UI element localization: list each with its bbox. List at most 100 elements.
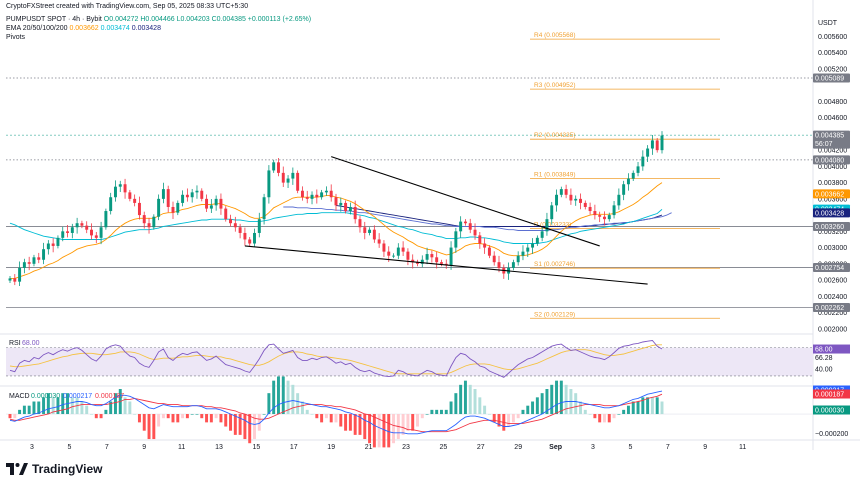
macd-histogram-bar xyxy=(94,414,98,419)
macd-histogram-bar xyxy=(147,414,151,440)
macd-histogram-bar xyxy=(358,414,362,435)
candle-body xyxy=(137,202,141,216)
tradingview-logo-text: TradingView xyxy=(32,462,103,476)
symbol-label[interactable]: PUMPUSDT SPOT · 4h · Bybit xyxy=(6,16,102,23)
macd-histogram-bar xyxy=(296,393,300,415)
candle-body xyxy=(75,223,79,228)
candle-body xyxy=(195,190,199,193)
candle-body xyxy=(511,262,515,268)
candle-body xyxy=(85,225,89,230)
candle-body xyxy=(66,231,70,233)
candle-body xyxy=(449,247,453,266)
macd-histogram-bar xyxy=(392,414,396,444)
candle-body xyxy=(454,231,458,248)
chart-credit: CryptoFXStreet created with TradingView.… xyxy=(6,3,249,10)
macd-line xyxy=(9,390,663,435)
ema-label[interactable]: EMA 20/50/100/200 xyxy=(6,25,68,32)
tradingview-logo[interactable]: TradingView xyxy=(6,462,102,476)
chart-legend: PUMPUSDT SPOT · 4h · Bybit O0.004272 H0.… xyxy=(6,15,311,42)
macd-histogram-bar xyxy=(416,414,419,427)
time-tick-label: 25 xyxy=(440,444,448,451)
candle-body xyxy=(310,194,314,199)
candle-body xyxy=(344,202,348,212)
candle-body xyxy=(147,223,151,228)
macd-histogram-bar xyxy=(85,405,89,415)
macd-histogram-bar xyxy=(459,384,463,415)
candle-body xyxy=(516,255,520,263)
ohlc-values: O0.004272 H0.004466 L0.004203 C0.004385 … xyxy=(103,16,312,23)
macd-histogram-bar xyxy=(291,384,295,415)
candle-body xyxy=(32,257,36,264)
candle-body xyxy=(559,189,563,195)
macd-histogram-bar xyxy=(372,414,376,448)
macd-histogram-bar xyxy=(473,389,477,415)
macd-histogram-bar xyxy=(540,393,544,415)
symbol-row: PUMPUSDT SPOT · 4h · Bybit O0.004272 H0.… xyxy=(6,15,311,24)
macd-histogram-bar xyxy=(171,414,175,423)
candle-body xyxy=(253,232,256,244)
candle-body xyxy=(286,178,290,183)
macd-histogram-bar xyxy=(555,380,559,415)
macd-histogram-bar xyxy=(166,414,170,419)
macd-histogram-bar xyxy=(521,409,525,415)
macd-histogram-bar xyxy=(646,397,650,415)
candle-body xyxy=(233,223,237,228)
macd-histogram-bar xyxy=(344,414,348,431)
candle-body xyxy=(641,156,645,167)
candle-body xyxy=(564,189,568,195)
candle-body xyxy=(42,249,46,260)
price-tick-label: 0.004600 xyxy=(818,115,847,122)
candle-body xyxy=(583,202,587,207)
candle-body xyxy=(27,262,31,264)
macd-histogram-bar xyxy=(262,414,266,415)
upper-trendline xyxy=(331,156,600,247)
macd-histogram-bar xyxy=(631,401,635,415)
candle-body xyxy=(579,198,582,203)
candle-body xyxy=(593,211,597,216)
macd-histogram-bar xyxy=(233,414,237,435)
macd-histogram-bar xyxy=(229,414,233,431)
ema50-value: 0.003474 xyxy=(100,25,130,32)
macd-badge xyxy=(813,389,850,399)
macd-histogram-bar xyxy=(439,409,443,415)
candle-body xyxy=(387,251,391,256)
candle-body xyxy=(152,216,156,228)
macd-histogram-bar xyxy=(42,397,46,415)
pivots-label[interactable]: Pivots xyxy=(6,34,26,41)
macd-histogram-bar xyxy=(507,414,511,427)
time-tick-label: 7 xyxy=(666,444,670,451)
price-tick-label: 0.005400 xyxy=(818,50,847,57)
macd-histogram-bar xyxy=(286,380,290,415)
candle-body xyxy=(56,237,60,246)
price-tick-label: 0.003800 xyxy=(818,180,847,187)
macd-histogram-bar xyxy=(368,414,372,444)
macd-histogram-bar xyxy=(51,397,55,415)
candle-body xyxy=(468,223,472,230)
macd-histogram-bar xyxy=(363,414,367,440)
macd-histogram-bar xyxy=(401,414,405,435)
macd-histogram-bar xyxy=(18,409,22,415)
candle-body xyxy=(305,197,309,199)
macd-histogram-bar xyxy=(463,380,467,415)
macd-signal-line xyxy=(9,393,663,433)
candle-body xyxy=(392,255,396,257)
candle-body xyxy=(339,202,343,206)
macd-hist-value: 0.000030 xyxy=(31,393,60,400)
macd-histogram-bar xyxy=(492,414,496,423)
time-tick-label: 19 xyxy=(327,444,335,451)
candle-body xyxy=(320,192,324,198)
candle-body xyxy=(411,259,415,263)
macd-histogram-bar xyxy=(56,397,60,415)
candle-body xyxy=(161,189,165,199)
macd-histogram-bar xyxy=(579,401,582,415)
macd-histogram-bar xyxy=(37,401,41,415)
candle-body xyxy=(555,194,559,206)
candle-body xyxy=(329,190,333,198)
macd-histogram-bar xyxy=(32,401,36,415)
candle-body xyxy=(368,229,372,233)
candle-body xyxy=(142,215,146,224)
macd-badge-label: 0.000030 xyxy=(815,408,844,415)
time-tick-label: 27 xyxy=(477,444,485,451)
pivots-row: Pivots xyxy=(6,33,311,42)
